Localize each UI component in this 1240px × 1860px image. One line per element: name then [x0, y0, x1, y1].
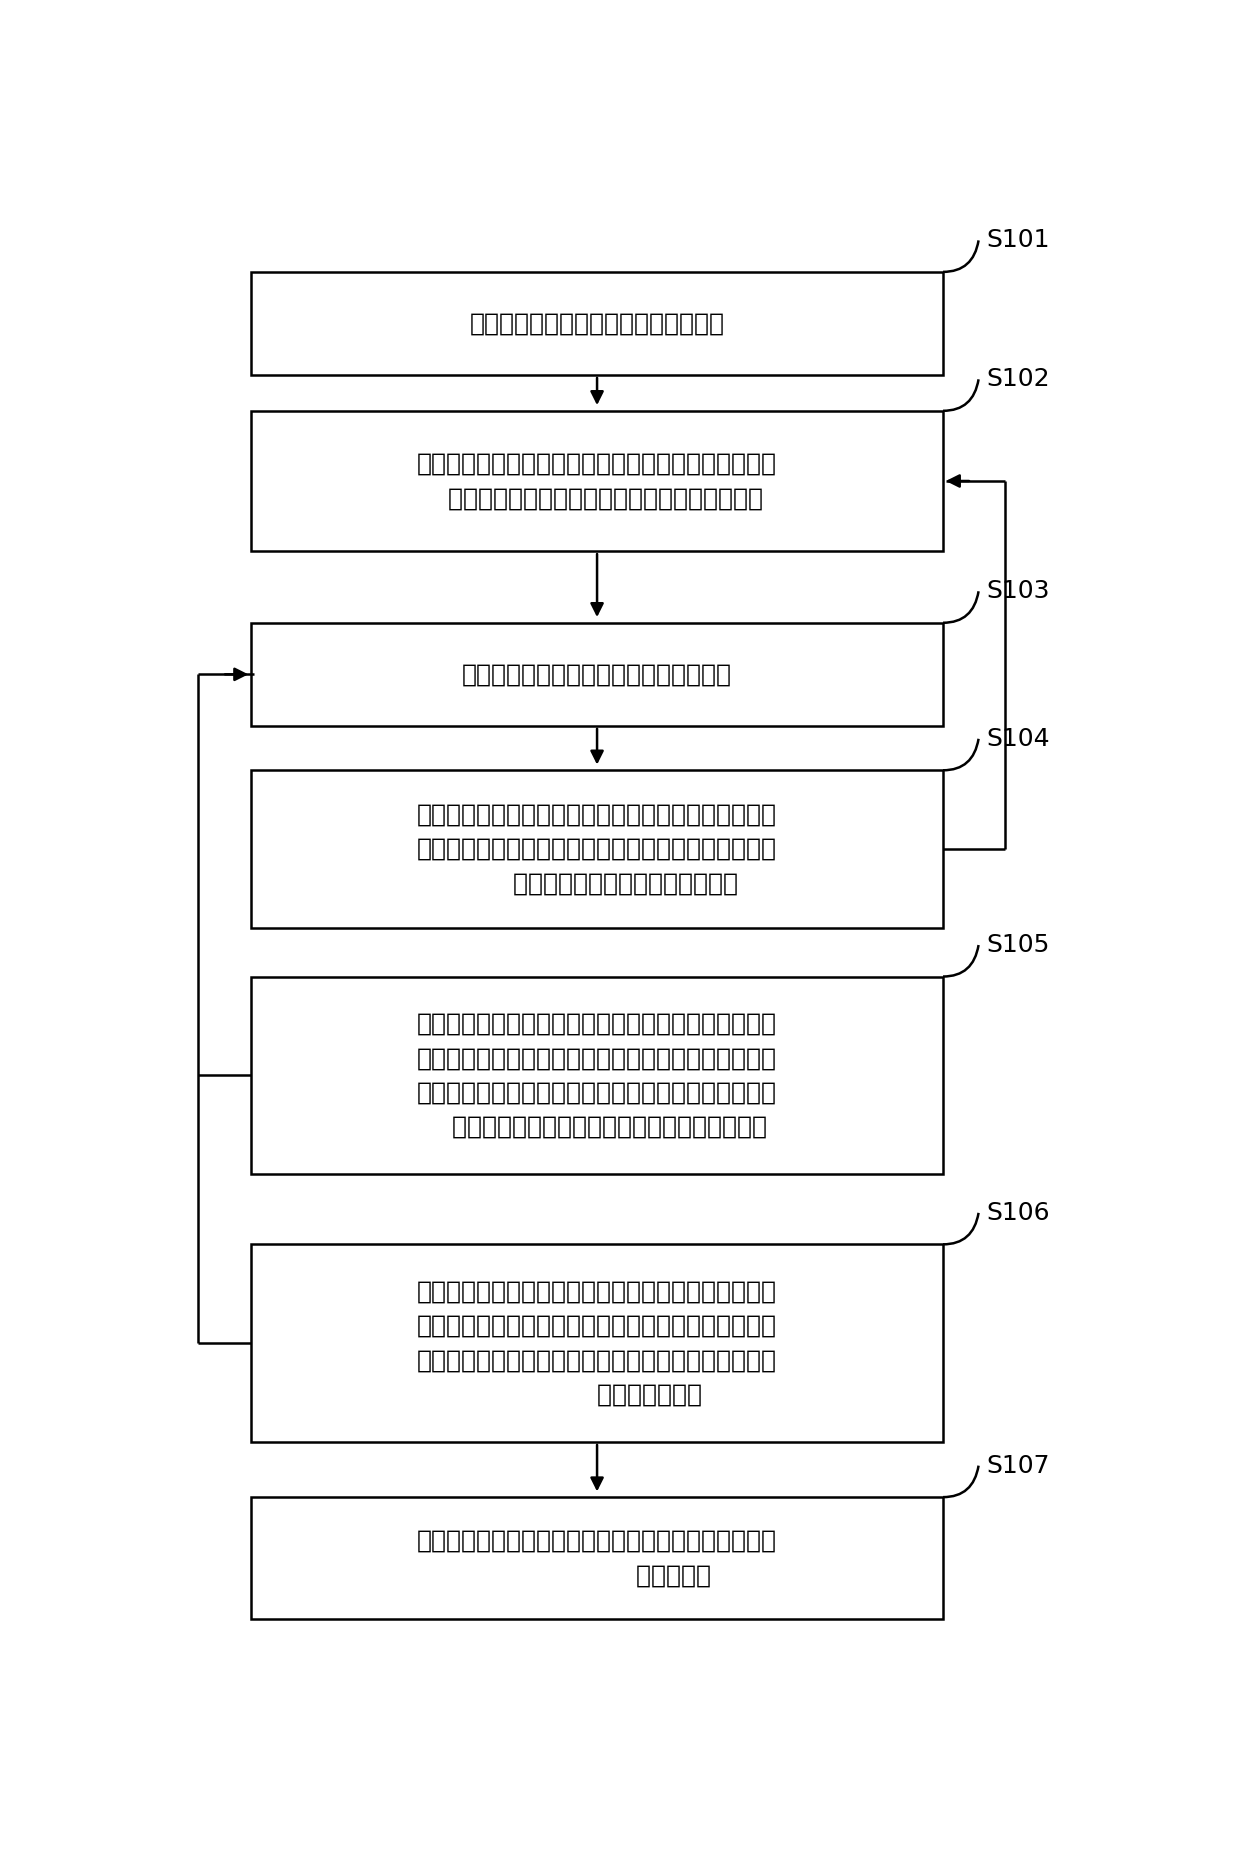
FancyBboxPatch shape [250, 1497, 944, 1618]
FancyBboxPatch shape [250, 623, 944, 725]
FancyBboxPatch shape [250, 272, 944, 376]
Text: 对当前获取得到的各项所述客户数据进行分析处理，以
  确定与所述用户具有最小关联度的第一客户数目: 对当前获取得到的各项所述客户数据进行分析处理，以 确定与所述用户具有最小关联度的… [417, 452, 777, 510]
FancyBboxPatch shape [250, 976, 944, 1174]
Text: 若所述第一客户数目未超过所述最大客户数目，则根据
当前获取得到的所述客户数据，渲染所述用户对应的客
户网络关系图；其中，以所述客户网络关系图中的每一
   节点: 若所述第一客户数目未超过所述最大客户数目，则根据 当前获取得到的所述客户数据，渲… [417, 1012, 777, 1138]
FancyBboxPatch shape [250, 411, 944, 551]
FancyBboxPatch shape [250, 770, 944, 928]
Text: 基于选取出的所述客户数据，渲染所述用户对应的客户
                   网络关系图: 基于选取出的所述客户数据，渲染所述用户对应的客户 网络关系图 [417, 1529, 777, 1587]
Text: 若所述第一客户数目超过所述最大客户数目，且所述最
小关联度小于预设值，则删除与所述用户具有所述最小
       关联度的各个客户的所述客户数据: 若所述第一客户数目超过所述最大客户数目，且所述最 小关联度小于预设值，则删除与所… [417, 804, 777, 895]
Text: 若所述第一客户数目超过所述最大客户数目，且所述最
小关联度与所述预设值相同，则从当前的各项所述客户
数据中，选取不超过所述最大客户数目的多个所述客户
     : 若所述第一客户数目超过所述最大客户数目，且所述最 小关联度与所述预设值相同，则从… [417, 1280, 777, 1406]
Text: S103: S103 [986, 578, 1050, 603]
Text: S102: S102 [986, 366, 1050, 391]
Text: S104: S104 [986, 727, 1050, 751]
Text: S106: S106 [986, 1202, 1050, 1226]
FancyBboxPatch shape [250, 1244, 944, 1442]
Text: S101: S101 [986, 229, 1050, 253]
Text: 获取所述最小关联度对应的最大客户数目: 获取所述最小关联度对应的最大客户数目 [463, 662, 732, 686]
Text: S105: S105 [986, 934, 1049, 958]
Text: 获取与预先确定的用户相关的客户数据: 获取与预先确定的用户相关的客户数据 [470, 311, 724, 335]
Text: S107: S107 [986, 1455, 1050, 1477]
